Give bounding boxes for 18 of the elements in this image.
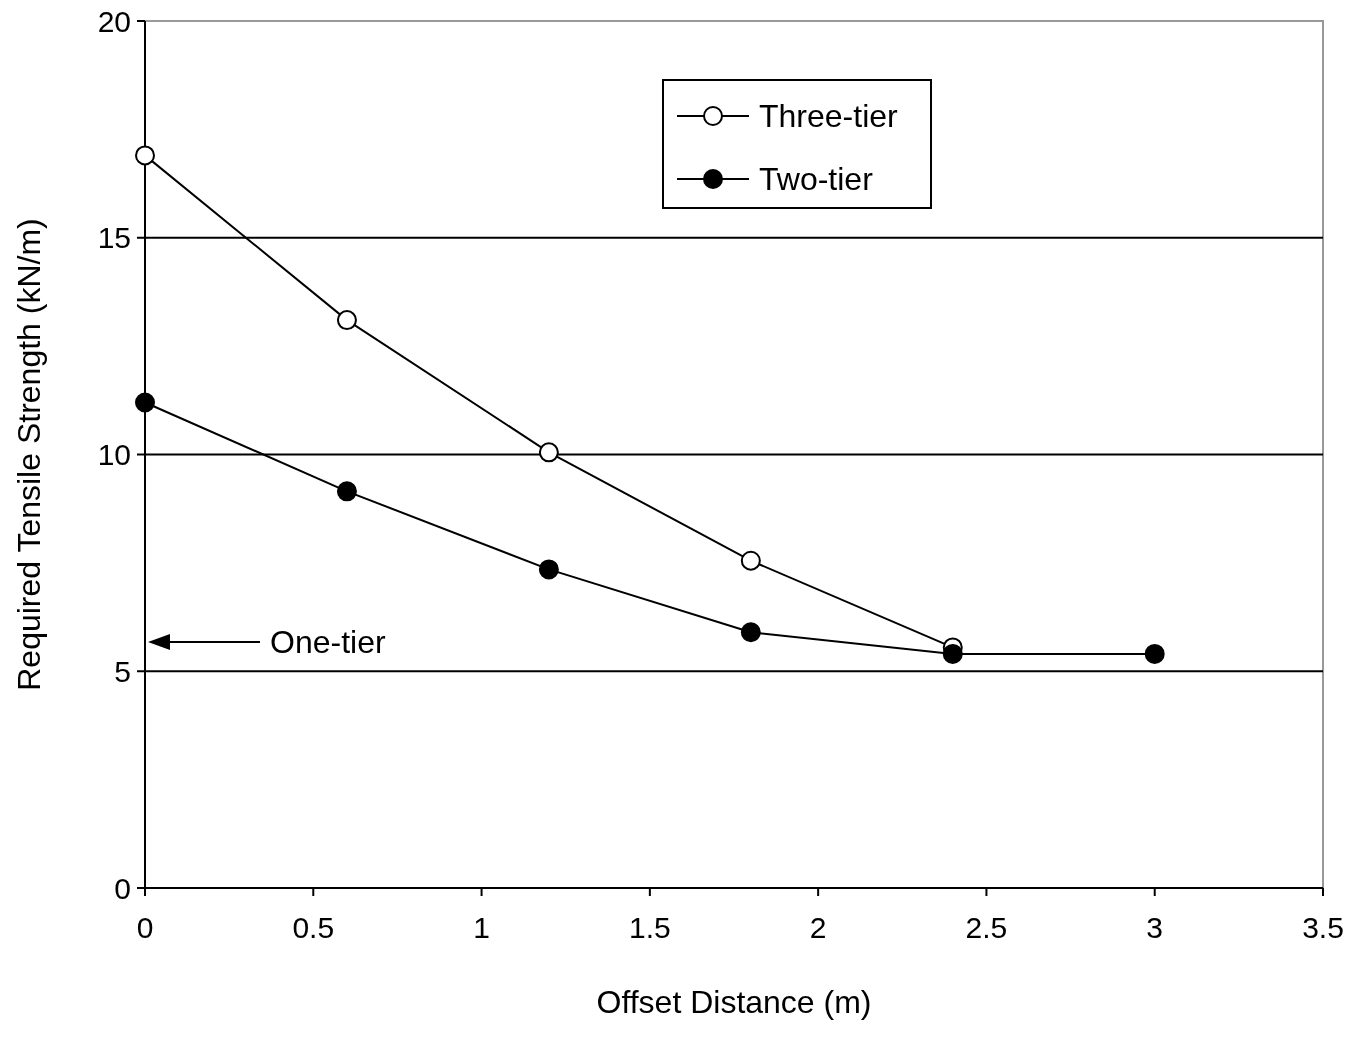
x-tick-label: 3: [1146, 911, 1164, 944]
x-tick-label: 0.5: [292, 911, 335, 944]
x-tick-label: 2: [809, 911, 827, 944]
x-tick-label: 1.5: [629, 911, 671, 944]
annotation: One-tier: [270, 624, 386, 661]
y-tick-label: 10: [97, 438, 131, 471]
y-tick-label: 15: [97, 221, 131, 255]
y-tick-label: 0: [114, 871, 131, 905]
y-tick-label: 20: [97, 4, 131, 38]
y-tick-label: 5: [114, 654, 131, 688]
x-tick-label: 1: [473, 911, 490, 944]
x-tick-label: 0: [136, 911, 154, 944]
legend-label: Three-tier: [759, 98, 899, 135]
x-axis-title: Offset Distance (m): [596, 984, 872, 1020]
x-tick-label: 3.5: [1302, 911, 1344, 944]
x-tick-label: 2.5: [965, 911, 1008, 944]
legend-label: Two-tier: [759, 161, 874, 198]
y-axis-title: Required Tensile Strength (kN/m): [11, 218, 47, 691]
